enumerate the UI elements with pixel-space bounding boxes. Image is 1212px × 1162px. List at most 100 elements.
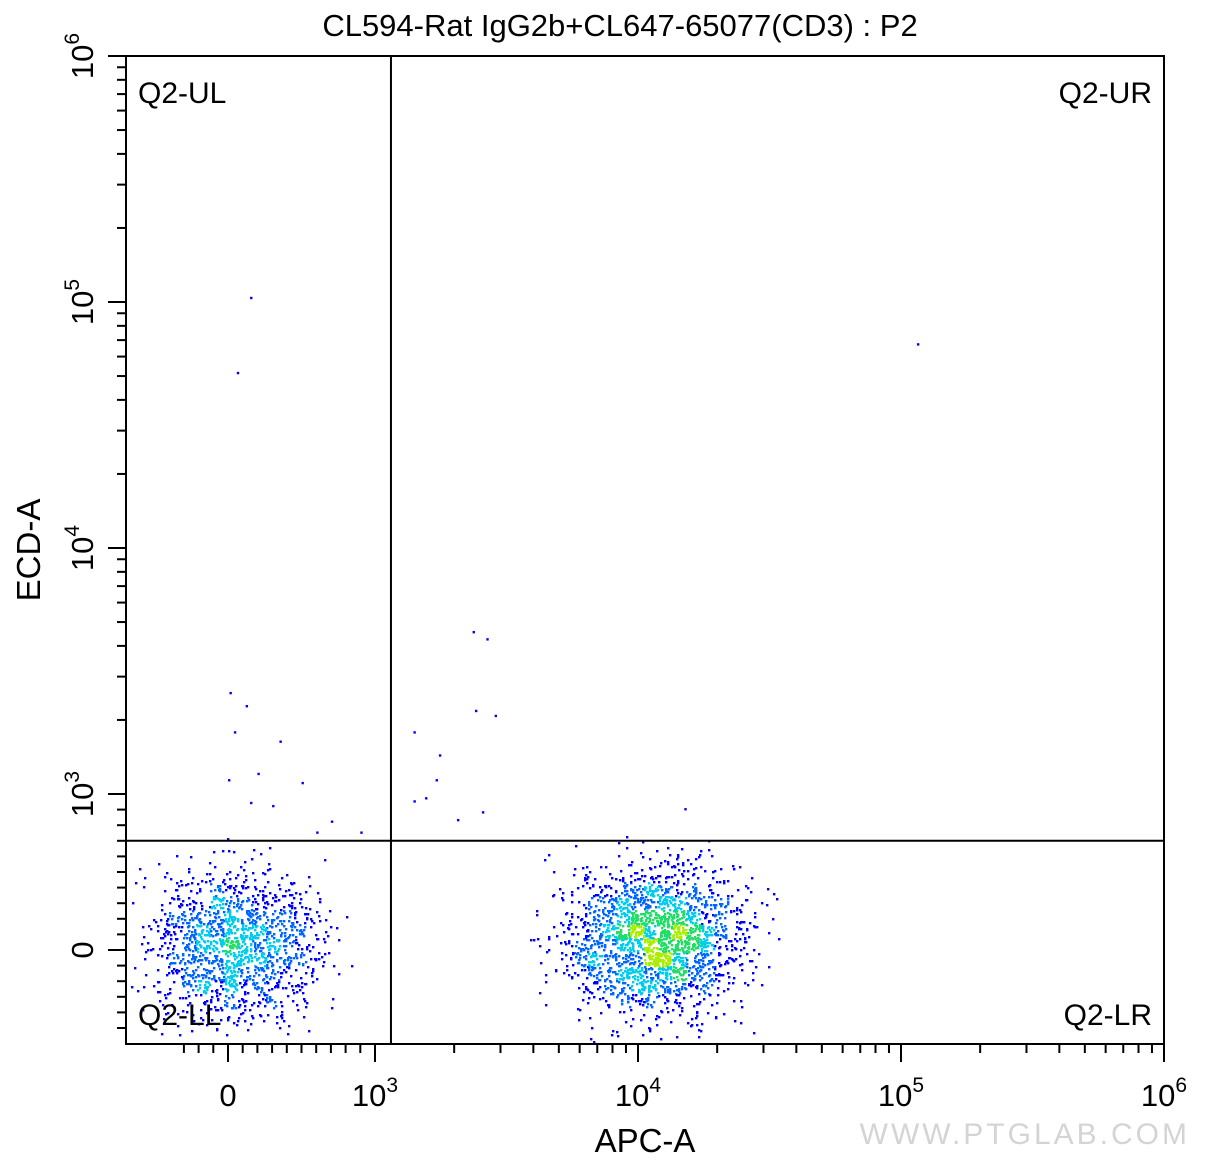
- event-dot: [304, 922, 307, 925]
- event-dot: [725, 961, 728, 964]
- event-dot: [736, 926, 739, 929]
- event-dot: [264, 982, 267, 985]
- event-dot: [662, 980, 665, 983]
- event-dot: [569, 920, 572, 923]
- event-dot: [281, 1011, 284, 1014]
- event-dot: [224, 950, 227, 953]
- event-dot: [258, 934, 261, 937]
- event-dot: [699, 1001, 702, 1004]
- event-dot: [593, 916, 596, 919]
- event-dot: [209, 984, 212, 987]
- event-dot: [264, 1005, 267, 1008]
- event-dot: [698, 897, 701, 900]
- event-dot: [585, 915, 588, 918]
- event-dot: [609, 873, 612, 876]
- event-dot: [661, 942, 664, 945]
- event-dot: [630, 875, 633, 878]
- event-dot: [619, 933, 622, 936]
- event-dot: [234, 932, 237, 935]
- event-dot: [591, 930, 594, 933]
- event-dot: [172, 915, 175, 918]
- event-dot: [619, 936, 622, 939]
- event-dot: [267, 919, 270, 922]
- event-dot: [295, 892, 298, 895]
- event-dot: [639, 901, 642, 904]
- event-dot: [681, 848, 684, 851]
- event-dot: [214, 920, 217, 923]
- event-dot: [171, 1004, 174, 1007]
- event-dot: [229, 916, 232, 919]
- event-dot: [601, 945, 604, 948]
- event-dot: [653, 1001, 656, 1004]
- event-dot: [257, 894, 260, 897]
- event-dot: [660, 944, 663, 947]
- event-dot: [290, 975, 293, 978]
- event-dot: [709, 962, 712, 965]
- event-dot: [629, 951, 632, 954]
- event-dot: [602, 917, 605, 920]
- event-dot: [701, 923, 704, 926]
- event-dot: [659, 865, 662, 868]
- event-dot: [686, 918, 689, 921]
- event-dot: [692, 984, 695, 987]
- event-dot: [590, 947, 593, 950]
- event-dot: [653, 901, 656, 904]
- event-dot: [739, 964, 742, 967]
- event-dot: [213, 898, 216, 901]
- event-dot: [250, 1023, 253, 1026]
- event-dot: [607, 927, 610, 930]
- event-dot: [632, 962, 635, 965]
- event-dot: [667, 918, 670, 921]
- event-dot: [247, 967, 250, 970]
- event-dot: [211, 962, 214, 965]
- event-dot: [214, 955, 217, 958]
- event-dot: [672, 970, 675, 973]
- event-dot: [707, 987, 710, 990]
- event-dot: [278, 884, 281, 887]
- event-dot: [226, 951, 229, 954]
- event-dot: [160, 919, 163, 922]
- event-dot: [243, 984, 246, 987]
- event-dot: [706, 939, 709, 942]
- event-dot: [231, 983, 234, 986]
- event-dot: [664, 935, 667, 938]
- event-dot: [209, 947, 212, 950]
- event-dot: [715, 978, 718, 981]
- event-dot: [593, 996, 596, 999]
- event-dot: [244, 861, 247, 864]
- event-dot: [604, 985, 607, 988]
- event-dot: [668, 876, 671, 879]
- event-dot: [603, 924, 606, 927]
- event-dot: [170, 934, 173, 937]
- event-dot: [631, 985, 634, 988]
- event-dot: [670, 978, 673, 981]
- event-dot: [607, 915, 610, 918]
- event-dot: [195, 969, 198, 972]
- event-dot: [183, 937, 186, 940]
- event-dot: [228, 997, 231, 1000]
- event-dot: [242, 935, 245, 938]
- event-dot: [682, 983, 685, 986]
- event-dot: [651, 884, 654, 887]
- event-dot: [272, 897, 275, 900]
- event-dot: [263, 914, 266, 917]
- event-dot: [636, 983, 639, 986]
- event-dot: [203, 974, 206, 977]
- event-dot: [648, 964, 651, 967]
- event-dot: [251, 960, 254, 963]
- event-dot: [706, 904, 709, 907]
- event-dot: [643, 1014, 646, 1017]
- event-dot: [678, 930, 681, 933]
- event-dot: [583, 938, 586, 941]
- event-dot: [713, 972, 716, 975]
- event-dot: [691, 918, 694, 921]
- event-dot: [697, 900, 700, 903]
- event-dot: [642, 1004, 645, 1007]
- event-dot: [693, 915, 696, 918]
- event-dot: [177, 895, 180, 898]
- event-dot: [616, 980, 619, 983]
- event-dot: [236, 905, 239, 908]
- event-dot: [301, 948, 304, 951]
- event-dot: [712, 914, 715, 917]
- event-dot: [191, 882, 194, 885]
